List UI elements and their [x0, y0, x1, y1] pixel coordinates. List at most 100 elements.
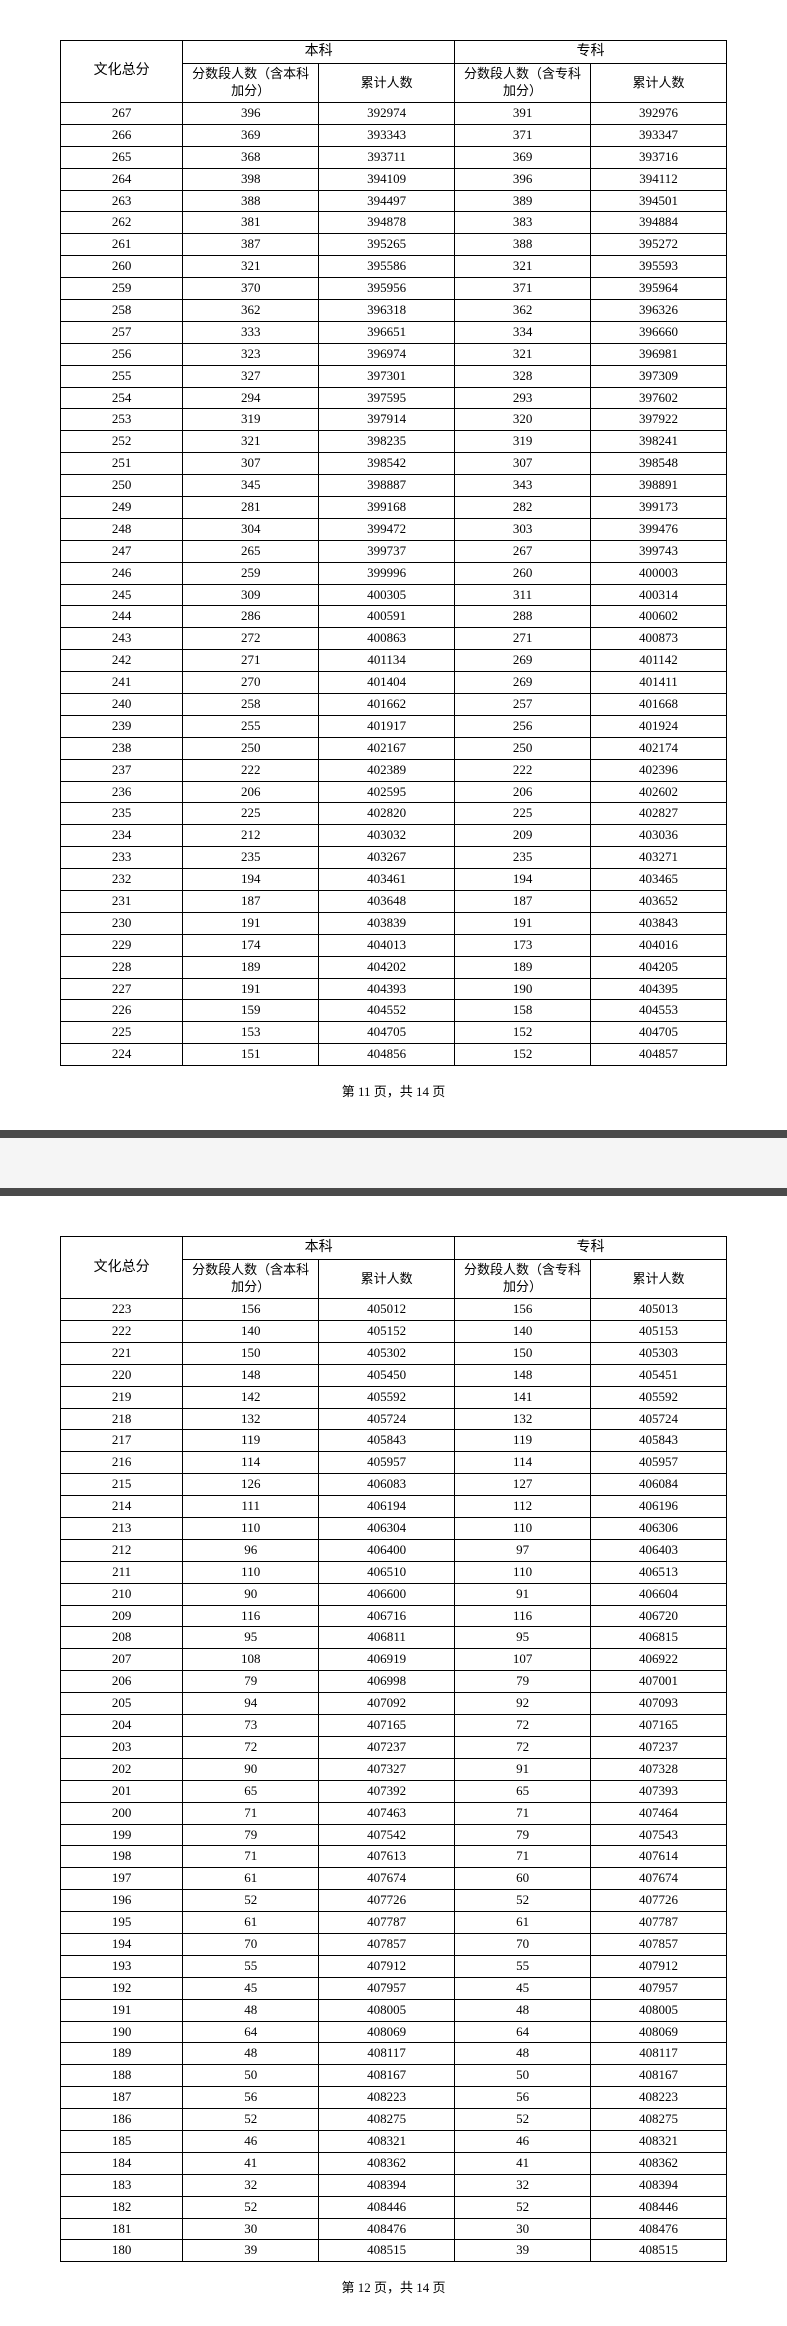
table-cell: 206	[183, 781, 319, 803]
table-cell: 203	[61, 1736, 183, 1758]
table-cell: 181	[61, 2218, 183, 2240]
table-cell: 402595	[319, 781, 455, 803]
table-cell: 92	[455, 1693, 591, 1715]
table-cell: 252	[61, 431, 183, 453]
table-cell: 255	[61, 365, 183, 387]
table-cell: 240	[61, 694, 183, 716]
table-cell: 407328	[591, 1758, 727, 1780]
table-cell: 403652	[591, 891, 727, 913]
table-cell: 216	[61, 1452, 183, 1474]
table-cell: 70	[183, 1933, 319, 1955]
table-cell: 406604	[591, 1583, 727, 1605]
table-row: 2037240723772407237	[61, 1736, 727, 1758]
table-cell: 189	[61, 2043, 183, 2065]
table-row: 1865240827552408275	[61, 2109, 727, 2131]
table-cell: 387	[183, 234, 319, 256]
table-cell: 174	[183, 934, 319, 956]
table-row: 260321395586321395593	[61, 256, 727, 278]
table-cell: 271	[455, 628, 591, 650]
table-cell: 41	[183, 2152, 319, 2174]
table-cell: 407613	[319, 1846, 455, 1868]
table-row: 247265399737267399743	[61, 540, 727, 562]
table-cell: 229	[61, 934, 183, 956]
table-cell: 152	[455, 1044, 591, 1066]
table-row: 1906440806964408069	[61, 2021, 727, 2043]
table-row: 259370395956371395964	[61, 278, 727, 300]
table-cell: 362	[455, 299, 591, 321]
table-cell: 239	[61, 715, 183, 737]
table-cell: 260	[455, 562, 591, 584]
table-cell: 191	[183, 912, 319, 934]
table-cell: 60	[455, 1868, 591, 1890]
table-cell: 236	[61, 781, 183, 803]
page-footer-11: 第 11 页，共 14 页	[60, 1081, 727, 1100]
table-cell: 408167	[591, 2065, 727, 2087]
table-cell: 396	[455, 168, 591, 190]
table-cell: 407093	[591, 1693, 727, 1715]
table-row: 263388394497389394501	[61, 190, 727, 212]
table-cell: 400305	[319, 584, 455, 606]
header-segment-benke: 分数段人数（含本科加分）	[183, 64, 319, 103]
table-cell: 91	[455, 1758, 591, 1780]
table-row: 1803940851539408515	[61, 2240, 727, 2262]
table-cell: 402174	[591, 737, 727, 759]
table-cell: 407464	[591, 1802, 727, 1824]
table-cell: 399743	[591, 540, 727, 562]
table-cell: 140	[183, 1321, 319, 1343]
table-cell: 392974	[319, 102, 455, 124]
table-cell: 246	[61, 562, 183, 584]
table-cell: 71	[183, 1846, 319, 1868]
table-cell: 319	[455, 431, 591, 453]
table-body-11: 2673963929743913929762663693933433713933…	[61, 102, 727, 1065]
table-cell: 228	[61, 956, 183, 978]
table-cell: 61	[455, 1912, 591, 1934]
table-cell: 309	[183, 584, 319, 606]
table-row: 248304399472303399476	[61, 518, 727, 540]
table-cell: 399476	[591, 518, 727, 540]
table-cell: 402389	[319, 759, 455, 781]
table-cell: 46	[183, 2130, 319, 2152]
table-cell: 405843	[591, 1430, 727, 1452]
table-row: 230191403839191403843	[61, 912, 727, 934]
table-cell: 397309	[591, 365, 727, 387]
table-cell: 180	[61, 2240, 183, 2262]
header-score: 文化总分	[61, 1237, 183, 1299]
table-row: 242271401134269401142	[61, 650, 727, 672]
table-cell: 194	[61, 1933, 183, 1955]
table-cell: 265	[183, 540, 319, 562]
table-row: 258362396318362396326	[61, 299, 727, 321]
table-cell: 407957	[591, 1977, 727, 1999]
table-cell: 399173	[591, 497, 727, 519]
table-cell: 400602	[591, 606, 727, 628]
table-cell: 401142	[591, 650, 727, 672]
table-row: 264398394109396394112	[61, 168, 727, 190]
table-row: 241270401404269401411	[61, 672, 727, 694]
table-cell: 320	[455, 409, 591, 431]
table-cell: 404393	[319, 978, 455, 1000]
table-row: 256323396974321396981	[61, 343, 727, 365]
table-cell: 225	[183, 803, 319, 825]
table-cell: 48	[455, 1999, 591, 2021]
table-row: 232194403461194403465	[61, 869, 727, 891]
table-cell: 187	[183, 891, 319, 913]
table-cell: 405302	[319, 1342, 455, 1364]
score-table-12: 文化总分 本科 专科 分数段人数（含本科加分） 累计人数 分数段人数（含专科加分…	[60, 1236, 727, 2262]
table-cell: 407857	[591, 1933, 727, 1955]
header-cumulative-zhuanke: 累计人数	[591, 1260, 727, 1299]
table-cell: 214	[61, 1496, 183, 1518]
table-cell: 52	[183, 1890, 319, 1912]
table-cell: 72	[455, 1736, 591, 1758]
table-cell: 79	[455, 1671, 591, 1693]
table-row: 220148405450148405451	[61, 1364, 727, 1386]
table-cell: 110	[455, 1561, 591, 1583]
table-cell: 307	[455, 453, 591, 475]
table-cell: 96	[183, 1539, 319, 1561]
table-cell: 404705	[319, 1022, 455, 1044]
table-cell: 46	[455, 2130, 591, 2152]
table-cell: 406084	[591, 1474, 727, 1496]
table-cell: 191	[455, 912, 591, 934]
table-cell: 393343	[319, 124, 455, 146]
table-cell: 132	[455, 1408, 591, 1430]
table-cell: 403843	[591, 912, 727, 934]
table-cell: 202	[61, 1758, 183, 1780]
